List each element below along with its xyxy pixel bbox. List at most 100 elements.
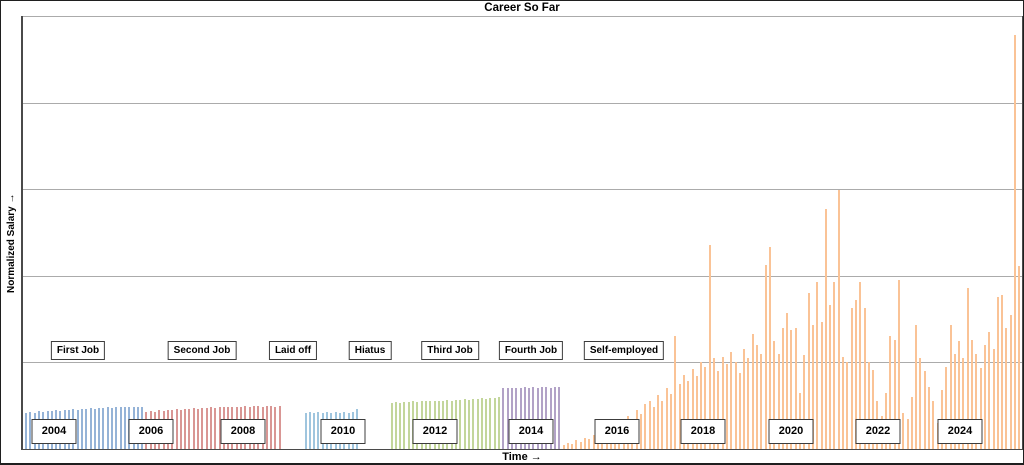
- salary-bar-third-job: [485, 398, 488, 449]
- salary-bar-self-employed: [773, 340, 776, 449]
- salary-bar-self-employed: [652, 407, 655, 449]
- salary-bar-third-job: [489, 397, 492, 449]
- salary-bar-self-employed: [691, 369, 694, 449]
- salary-bar-self-employed: [665, 388, 668, 449]
- salary-bar-self-employed: [807, 293, 810, 449]
- salary-bar-fourth-job: [510, 388, 513, 449]
- chart-title: Career So Far: [484, 2, 560, 14]
- salary-bar-second-job: [197, 409, 199, 449]
- salary-bar-self-employed: [571, 443, 574, 449]
- salary-bar-laid-off: [304, 412, 307, 449]
- salary-bar-fourth-job: [515, 387, 518, 449]
- salary-bar-self-employed: [790, 330, 793, 449]
- salary-bar-third-job: [399, 403, 402, 449]
- salary-bar-self-employed: [833, 281, 836, 449]
- salary-bar-third-job: [467, 399, 470, 449]
- salary-bar-second-job: [188, 409, 191, 449]
- salary-bar-fourth-job: [558, 386, 561, 449]
- salary-bar-self-employed: [670, 394, 672, 449]
- salary-bar-self-employed: [760, 353, 763, 449]
- salary-bar-self-employed: [734, 362, 737, 449]
- salary-bar-fourth-job: [532, 386, 535, 449]
- salary-bar-self-employed: [786, 313, 789, 449]
- year-tick-2014: 2014: [508, 419, 554, 444]
- salary-bar-self-employed: [682, 375, 685, 449]
- salary-bar-first-job: [93, 409, 96, 449]
- salary-bar-first-job: [115, 407, 118, 449]
- salary-bar-second-job: [205, 408, 208, 449]
- year-tick-2012: 2012: [412, 419, 458, 444]
- year-tick-2006: 2006: [128, 419, 174, 444]
- gridline: [22, 102, 1022, 104]
- salary-bar-self-employed: [1005, 327, 1008, 449]
- salary-bar-second-job: [201, 408, 204, 449]
- salary-bar-self-employed: [953, 353, 956, 449]
- salary-bar-self-employed: [588, 439, 591, 449]
- salary-bar-laid-off: [313, 412, 316, 449]
- salary-bar-third-job: [403, 402, 406, 449]
- salary-bar-self-employed: [811, 325, 814, 449]
- salary-bar-self-employed: [687, 381, 690, 449]
- salary-bar-self-employed: [919, 358, 922, 449]
- salary-bar-self-employed: [721, 357, 724, 449]
- annotation-laid-off: Laid off: [268, 341, 318, 360]
- salary-bar-self-employed: [867, 362, 870, 449]
- annotation-third-job: Third Job: [421, 341, 479, 360]
- salary-bar-self-employed: [713, 358, 715, 449]
- salary-bar-self-employed: [915, 325, 918, 449]
- year-tick-2016: 2016: [594, 419, 640, 444]
- salary-bar-first-job: [89, 408, 92, 449]
- salary-bar-self-employed: [979, 368, 982, 449]
- salary-bar-self-employed: [859, 281, 862, 449]
- salary-bar-first-job: [76, 410, 79, 449]
- gridline: [22, 16, 1022, 17]
- salary-bar-self-employed: [962, 358, 965, 449]
- salary-bar-first-job: [111, 408, 113, 449]
- salary-bar-self-employed: [949, 325, 952, 449]
- salary-bar-self-employed: [820, 321, 823, 449]
- salary-bar-self-employed: [743, 349, 746, 449]
- salary-bar-self-employed: [983, 345, 986, 449]
- salary-bar-self-employed: [768, 247, 771, 449]
- salary-bar-self-employed: [794, 327, 797, 449]
- salary-bar-self-employed: [566, 442, 569, 449]
- salary-bar-self-employed: [824, 209, 827, 449]
- salary-bar-self-employed: [592, 435, 595, 449]
- salary-bar-self-employed: [708, 245, 711, 449]
- salary-bar-self-employed: [928, 386, 930, 449]
- salary-bar-self-employed: [781, 327, 784, 449]
- annotation-first-job: First Job: [50, 341, 106, 360]
- salary-bar-first-job: [25, 412, 27, 449]
- salary-bar-second-job: [218, 407, 221, 449]
- salary-bar-self-employed: [657, 395, 660, 449]
- annotation-fourth-job: Fourth Job: [498, 341, 564, 360]
- salary-bar-fourth-job: [506, 387, 509, 449]
- y-axis-line: [21, 16, 23, 449]
- salary-bar-self-employed: [1001, 294, 1004, 449]
- salary-bar-fourth-job: [528, 387, 531, 449]
- salary-bar-self-employed: [902, 412, 905, 449]
- salary-bar-self-employed: [829, 305, 832, 449]
- salary-bar-self-employed: [756, 345, 758, 449]
- salary-bar-self-employed: [988, 332, 991, 449]
- salary-bar-self-employed: [738, 372, 741, 449]
- salary-bar-self-employed: [842, 357, 844, 449]
- salary-bar-third-job: [394, 402, 397, 449]
- salary-bar-self-employed: [910, 397, 913, 449]
- salary-bar-self-employed: [725, 364, 728, 449]
- salary-bar-second-job: [209, 407, 212, 449]
- salary-bar-self-employed: [648, 400, 651, 449]
- x-axis-line: [21, 448, 1023, 450]
- salary-bar-second-job: [175, 409, 178, 449]
- salary-bar-self-employed: [678, 384, 681, 449]
- salary-bar-second-job: [274, 406, 277, 449]
- salary-bar-self-employed: [777, 353, 780, 449]
- salary-bar-self-employed: [747, 358, 750, 449]
- salary-bar-self-employed: [992, 349, 995, 449]
- gridline: [22, 362, 1022, 364]
- salary-bar-first-job: [85, 409, 88, 449]
- y-axis-label: Normalized Salary →: [6, 193, 17, 293]
- salary-bar-self-employed: [575, 440, 578, 449]
- salary-bar-self-employed: [975, 353, 978, 449]
